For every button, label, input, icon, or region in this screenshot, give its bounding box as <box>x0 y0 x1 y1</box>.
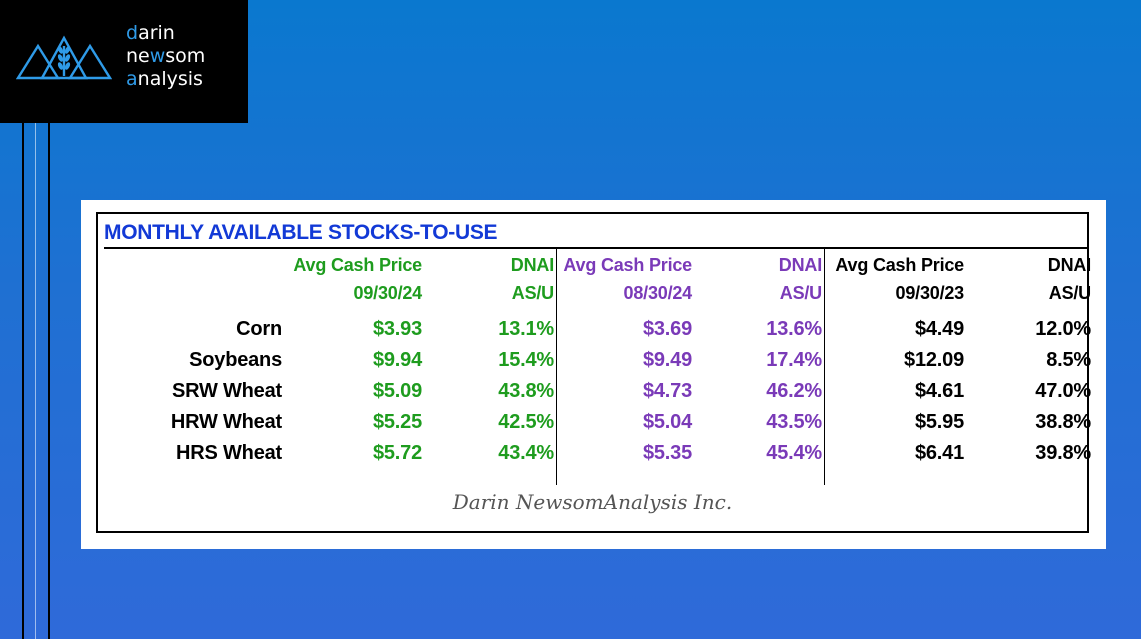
cell-dnai-asu: 42.5% <box>498 411 554 433</box>
header-dnai-label: DNAI <box>1047 255 1091 275</box>
cell-avg-cash-price: $5.95 <box>914 411 964 433</box>
row-crop-label: Corn <box>236 318 282 340</box>
cell-dnai-asu: 12.0% <box>1035 318 1091 340</box>
cell-avg-cash-price: $3.69 <box>642 318 692 340</box>
column-separator <box>556 249 557 485</box>
table-footer: Darin NewsomAnalysis Inc. <box>452 490 733 514</box>
cell-avg-cash-price: $5.04 <box>642 411 692 433</box>
table-title: MONTHLY AVAILABLE STOCKS-TO-USE <box>104 219 1087 249</box>
cell-dnai-asu: 47.0% <box>1035 380 1091 402</box>
header-date: 09/30/24 <box>353 283 423 303</box>
cell-avg-cash-price: $9.49 <box>642 349 692 371</box>
row-crop-label: Soybeans <box>189 349 282 371</box>
decor-line <box>48 123 50 639</box>
cell-avg-cash-price: $6.41 <box>914 442 964 464</box>
cell-dnai-asu: 17.4% <box>766 349 822 371</box>
cell-avg-cash-price: $4.61 <box>914 380 964 402</box>
mountain-wheat-icon <box>16 35 112 80</box>
header-price-label: Avg Cash Price <box>563 255 692 275</box>
cell-dnai-asu: 45.4% <box>766 442 822 464</box>
cell-dnai-asu: 39.8% <box>1035 442 1091 464</box>
cell-avg-cash-price: $4.73 <box>642 380 692 402</box>
decor-line <box>22 123 24 639</box>
header-asu-label: AS/U <box>1048 283 1091 303</box>
stocks-table-panel: MONTHLY AVAILABLE STOCKS-TO-USE Avg Cash… <box>81 200 1106 549</box>
cell-avg-cash-price: $5.09 <box>372 380 422 402</box>
cell-avg-cash-price: $4.49 <box>914 318 964 340</box>
row-crop-label: SRW Wheat <box>171 380 282 402</box>
header-dnai-label: DNAI <box>510 255 554 275</box>
column-separator <box>824 249 825 485</box>
cell-avg-cash-price: $5.35 <box>642 442 692 464</box>
row-crop-label: HRS Wheat <box>176 442 282 464</box>
brand-line-2: newsom <box>126 45 206 67</box>
cell-avg-cash-price: $12.09 <box>904 349 964 371</box>
row-crop-label: HRW Wheat <box>170 411 282 433</box>
cell-dnai-asu: 13.1% <box>498 318 554 340</box>
cell-dnai-asu: 8.5% <box>1046 349 1091 371</box>
cell-dnai-asu: 38.8% <box>1035 411 1091 433</box>
header-asu-label: AS/U <box>511 283 554 303</box>
cell-dnai-asu: 43.8% <box>498 380 554 402</box>
cell-dnai-asu: 15.4% <box>498 349 554 371</box>
cell-dnai-asu: 46.2% <box>766 380 822 402</box>
cell-dnai-asu: 43.5% <box>766 411 822 433</box>
stocks-table: MONTHLY AVAILABLE STOCKS-TO-USE Avg Cash… <box>96 212 1091 533</box>
cell-avg-cash-price: $5.72 <box>372 442 422 464</box>
brand-wordmark: darin newsom analysis <box>126 22 205 91</box>
brand-line-3: analysis <box>126 68 203 90</box>
brand-line-1: darin <box>126 22 175 44</box>
header-date: 08/30/24 <box>623 283 693 303</box>
cell-dnai-asu: 13.6% <box>766 318 822 340</box>
decor-line <box>35 123 36 639</box>
cell-avg-cash-price: $9.94 <box>372 349 422 371</box>
header-dnai-label: DNAI <box>778 255 822 275</box>
header-price-label: Avg Cash Price <box>293 255 422 275</box>
cell-avg-cash-price: $3.93 <box>372 318 422 340</box>
header-price-label: Avg Cash Price <box>835 255 964 275</box>
cell-dnai-asu: 43.4% <box>498 442 554 464</box>
brand-logo: darin newsom analysis <box>0 0 248 123</box>
cell-avg-cash-price: $5.25 <box>372 411 422 433</box>
header-asu-label: AS/U <box>779 283 822 303</box>
header-date: 09/30/23 <box>895 283 965 303</box>
